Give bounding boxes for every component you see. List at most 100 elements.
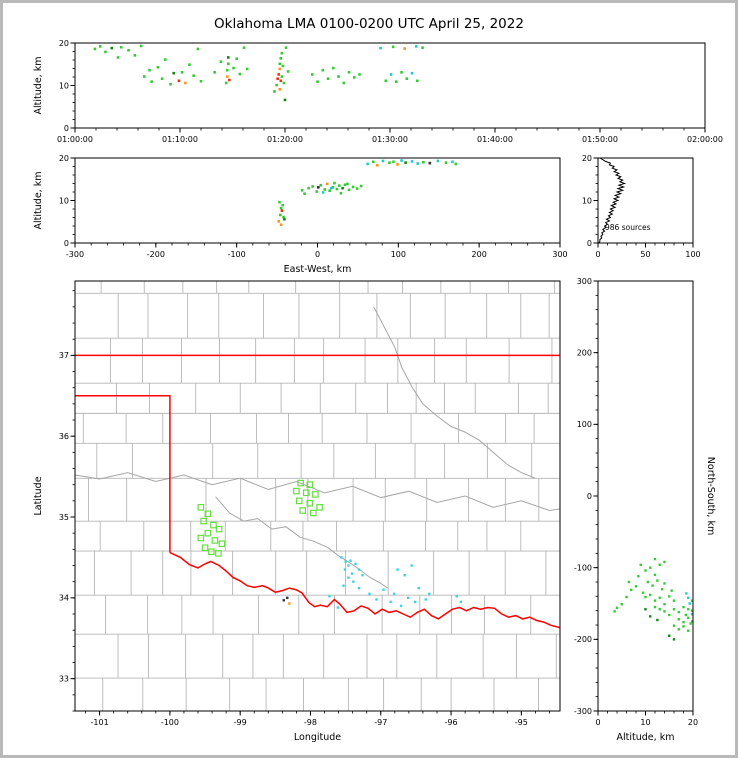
source-point <box>276 77 279 80</box>
y-tick-label: 200 <box>577 348 592 357</box>
source-point <box>321 191 325 194</box>
source-point <box>653 573 657 577</box>
x-tick-label: 100 <box>391 250 406 259</box>
source-point <box>279 57 283 60</box>
source-point <box>651 584 654 587</box>
source-point <box>672 624 676 627</box>
source-point <box>403 574 406 577</box>
source-point <box>410 71 414 75</box>
source-point <box>172 71 175 75</box>
source-point <box>286 596 289 600</box>
source-point <box>331 186 335 189</box>
source-point <box>400 71 403 74</box>
source-point <box>613 610 616 613</box>
source-point <box>232 66 235 70</box>
source-point <box>316 80 319 83</box>
x-tick-label: 01:40:00 <box>477 135 513 144</box>
source-point <box>690 609 693 612</box>
x-axis-label: East-West, km <box>284 264 352 275</box>
source-point <box>644 608 647 611</box>
orange-sources <box>288 602 291 605</box>
panel-ns_height: 0 10 20 -300 -200 -100 0 100 200 300 Altitude, km N… <box>574 277 716 743</box>
source-point <box>656 579 659 582</box>
y-tick-label: 10 <box>59 81 69 90</box>
x-tick-label: -96 <box>445 718 458 727</box>
source-point <box>689 622 692 625</box>
source-point <box>658 596 661 599</box>
source-point <box>335 187 339 191</box>
source-point <box>660 587 664 591</box>
flash-marker <box>306 481 314 488</box>
source-point <box>668 595 671 598</box>
state-border-panhandle-west <box>75 395 171 553</box>
source-point <box>279 79 283 83</box>
source-point <box>225 75 229 78</box>
plot-frame <box>74 157 561 244</box>
x-tick-label: 01:50:00 <box>582 135 618 144</box>
source-point <box>451 160 454 164</box>
source-point <box>342 81 346 85</box>
x-tick-label: -99 <box>234 718 247 727</box>
x-tick-label: -101 <box>91 718 109 727</box>
ns-sources-teal <box>685 592 693 616</box>
source-point <box>687 616 690 620</box>
source-point <box>177 79 181 83</box>
source-point <box>649 593 652 597</box>
flash-marker <box>197 534 205 542</box>
source-point <box>279 213 282 217</box>
source-point <box>690 620 693 623</box>
source-point <box>653 599 657 602</box>
x-axis-label: Longitude <box>294 732 341 743</box>
source-point <box>663 582 666 585</box>
y-tick-label: -300 <box>574 707 592 716</box>
source-point <box>277 220 280 223</box>
x-tick-label: 0 <box>595 718 600 727</box>
y-axis-label: Altitude, km <box>33 172 44 230</box>
source-point <box>653 605 657 609</box>
source-point <box>311 185 314 188</box>
y-tick-label: 20 <box>59 39 69 48</box>
source-point <box>687 608 690 611</box>
source-point <box>627 580 631 584</box>
source-point <box>459 600 463 604</box>
source-point <box>338 184 341 187</box>
source-point <box>279 206 283 210</box>
source-point <box>288 602 291 605</box>
source-point <box>637 575 640 578</box>
source-point <box>93 47 97 51</box>
y-tick-label: 0 <box>64 239 69 248</box>
river-line <box>215 496 389 589</box>
source-point <box>225 68 229 72</box>
source-point <box>192 74 195 78</box>
source-point <box>672 608 676 611</box>
source-point <box>284 46 288 49</box>
x-tick-label: -200 <box>147 250 165 259</box>
y-tick-label: 0 <box>587 492 592 501</box>
source-point <box>127 48 130 52</box>
source-point <box>625 595 628 599</box>
panel-map: -101 -100 -99 -98 -97 -96 -95 33 34 35 36 37 Longitu… <box>33 280 561 743</box>
source-point <box>228 78 231 82</box>
y-axis-label-right: North-South, km <box>705 457 716 535</box>
source-point <box>283 217 286 221</box>
source-point <box>347 71 351 74</box>
plot-frame <box>597 280 694 712</box>
source-point <box>392 160 395 164</box>
source-point <box>278 67 282 71</box>
panel-time_height: 01:00:00 01:10:00 01:20:00 01:30:00 01:40:00… <box>33 39 723 144</box>
state-border-red-river <box>169 551 560 629</box>
source-point <box>336 606 340 609</box>
source-point <box>395 80 398 83</box>
x-axis-label: Altitude, km <box>617 732 675 743</box>
source-point <box>110 46 114 50</box>
x-tick-label: 200 <box>472 250 487 259</box>
ns-sources-green <box>613 557 693 632</box>
source-point <box>396 163 399 166</box>
central-flash-markers <box>293 479 323 517</box>
plot-area-ew_height <box>277 159 458 227</box>
source-point <box>389 600 392 604</box>
flash-marker <box>299 507 307 514</box>
source-point <box>224 81 228 85</box>
source-point <box>371 160 375 164</box>
